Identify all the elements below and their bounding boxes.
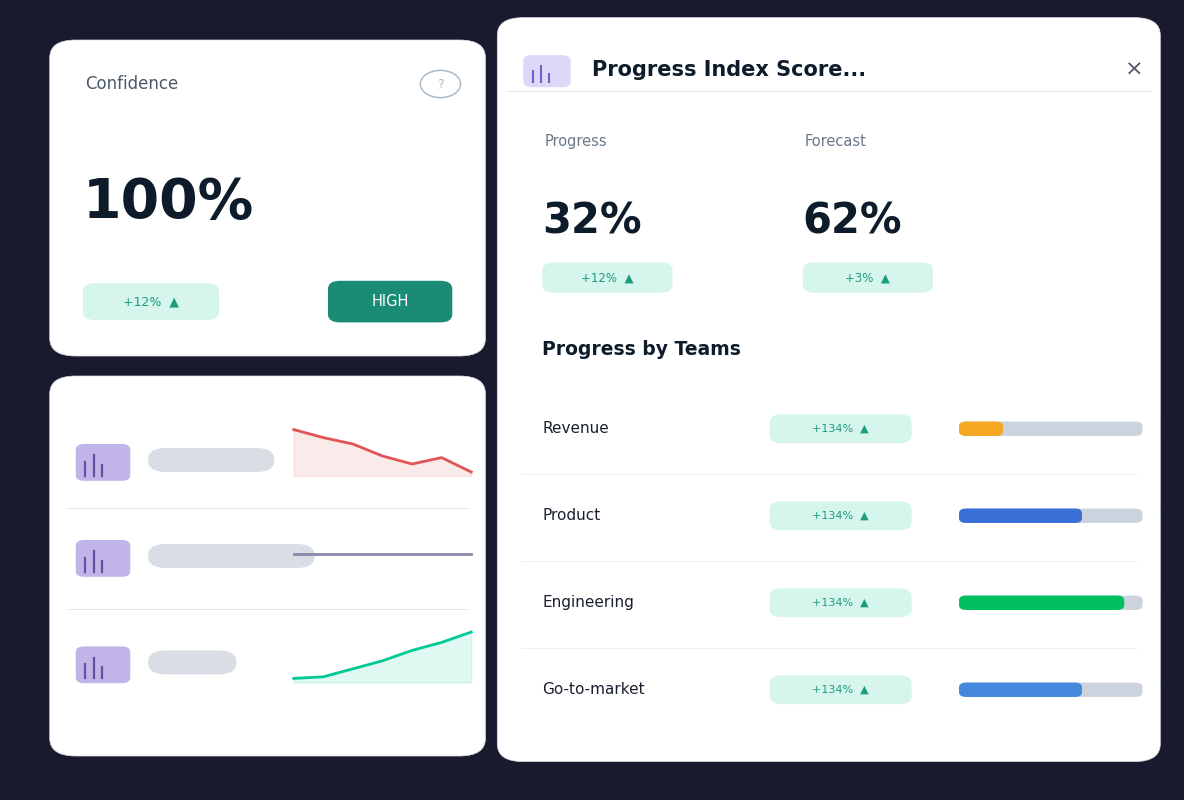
Text: +134%  ▲: +134% ▲ [812, 598, 869, 608]
Text: +12%  ▲: +12% ▲ [123, 295, 179, 308]
FancyBboxPatch shape [959, 595, 1143, 610]
Text: ?: ? [437, 78, 444, 90]
FancyBboxPatch shape [959, 422, 1143, 436]
FancyBboxPatch shape [770, 414, 912, 443]
FancyBboxPatch shape [770, 588, 912, 617]
Text: +3%  ▲: +3% ▲ [845, 271, 890, 284]
FancyBboxPatch shape [542, 262, 673, 293]
FancyBboxPatch shape [50, 376, 485, 756]
Text: Progress Index Score...: Progress Index Score... [592, 60, 867, 80]
FancyBboxPatch shape [148, 650, 237, 674]
FancyBboxPatch shape [803, 262, 933, 293]
FancyBboxPatch shape [328, 281, 452, 322]
Text: 24%: 24% [1160, 422, 1184, 436]
Text: Confidence: Confidence [85, 75, 179, 93]
FancyBboxPatch shape [50, 40, 485, 356]
Text: 67%: 67% [1160, 682, 1184, 698]
Text: 32%: 32% [542, 201, 642, 242]
Text: HIGH: HIGH [372, 294, 408, 309]
Text: 62%: 62% [803, 201, 902, 242]
FancyBboxPatch shape [83, 283, 219, 320]
FancyBboxPatch shape [148, 448, 275, 472]
Text: ×: × [1125, 60, 1144, 80]
Text: Forecast: Forecast [805, 134, 867, 149]
Text: Revenue: Revenue [542, 422, 609, 436]
Text: +134%  ▲: +134% ▲ [812, 685, 869, 694]
FancyBboxPatch shape [770, 502, 912, 530]
Text: 67%: 67% [1160, 508, 1184, 523]
FancyBboxPatch shape [959, 682, 1082, 697]
Text: +12%  ▲: +12% ▲ [581, 271, 633, 284]
Text: Progress: Progress [545, 134, 607, 149]
Text: 90%: 90% [1160, 595, 1184, 610]
Text: +134%  ▲: +134% ▲ [812, 424, 869, 434]
FancyBboxPatch shape [76, 444, 130, 481]
FancyBboxPatch shape [76, 646, 130, 683]
FancyBboxPatch shape [959, 595, 1125, 610]
FancyBboxPatch shape [959, 509, 1082, 523]
Text: +134%  ▲: +134% ▲ [812, 510, 869, 521]
FancyBboxPatch shape [148, 544, 315, 568]
Text: Go-to-market: Go-to-market [542, 682, 645, 698]
FancyBboxPatch shape [523, 55, 571, 87]
FancyBboxPatch shape [76, 540, 130, 577]
Text: Engineering: Engineering [542, 595, 635, 610]
Text: Product: Product [542, 508, 600, 523]
FancyBboxPatch shape [959, 422, 1003, 436]
FancyBboxPatch shape [959, 509, 1143, 523]
Text: Progress by Teams: Progress by Teams [542, 340, 741, 359]
FancyBboxPatch shape [497, 18, 1160, 762]
FancyBboxPatch shape [770, 675, 912, 704]
Text: 100%: 100% [83, 176, 255, 230]
FancyBboxPatch shape [959, 682, 1143, 697]
